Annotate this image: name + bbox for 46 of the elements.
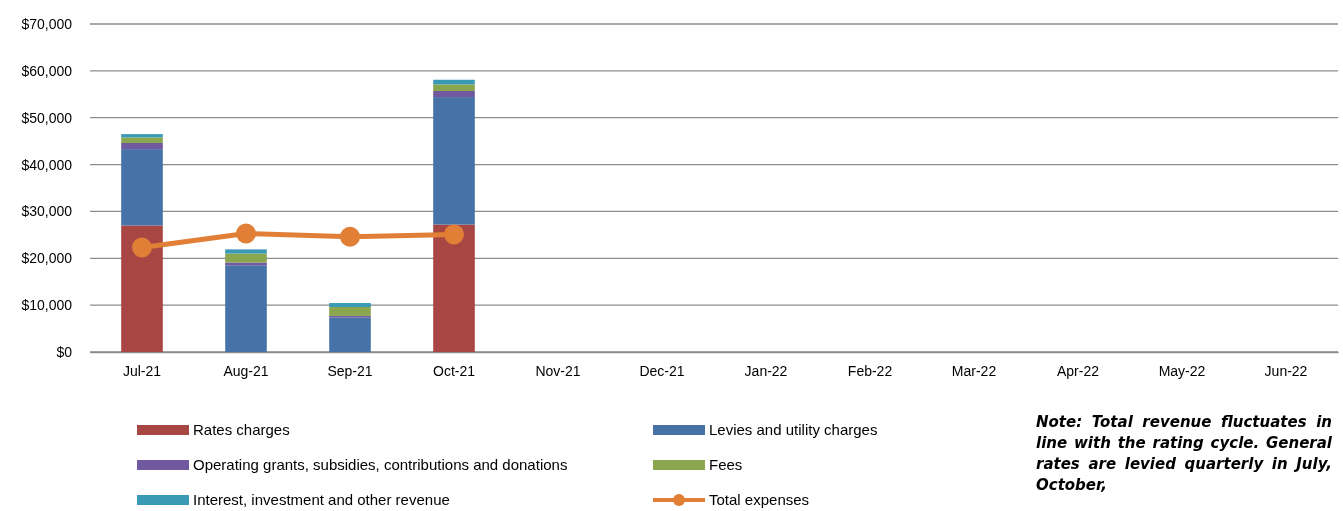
bar	[329, 317, 371, 352]
bar	[225, 253, 267, 263]
y-tick-label: $10,000	[21, 297, 73, 314]
x-tick-label: Feb-22	[847, 362, 893, 379]
bar	[121, 134, 163, 138]
point	[236, 223, 256, 244]
y-tick-label: $20,000	[21, 250, 73, 267]
legend-label: Interest, investment and other revenue	[193, 491, 450, 508]
bar	[121, 225, 163, 352]
x-tick-label: May-22	[1158, 362, 1206, 379]
bar	[433, 224, 475, 352]
legend-label: Total expenses	[709, 491, 810, 508]
x-tick-label: Apr-22	[1056, 362, 1100, 379]
bar	[433, 84, 475, 92]
text: Note: Total revenue fluctuates in line with the rating cycle. General rates are levied quarterly in July, October,	[1036, 412, 1332, 496]
x-tick-label: Jul-21	[122, 362, 162, 379]
bar	[121, 143, 163, 150]
legend-label: Rates charges	[193, 421, 290, 438]
x-tick-label: Dec-21	[639, 362, 685, 379]
bar	[433, 97, 475, 225]
point	[444, 224, 464, 245]
point	[132, 237, 152, 258]
bar	[433, 91, 475, 98]
bar	[225, 265, 267, 352]
bar	[329, 303, 371, 308]
bar	[225, 249, 267, 254]
bar	[121, 149, 163, 226]
y-tick-label: $60,000	[21, 62, 73, 79]
x-tick-label: Oct-21	[432, 362, 476, 379]
x-tick-label: Mar-22	[951, 362, 997, 379]
x-tick-label: Jan-22	[744, 362, 788, 379]
x-tick-label: Jun-22	[1264, 362, 1308, 379]
legend-label: Operating grants, subsidies, contributions and donations	[193, 456, 568, 473]
y-tick-label: $30,000	[21, 203, 73, 220]
y-tick-label: $0	[56, 343, 73, 360]
y-tick-label: $50,000	[21, 109, 73, 126]
x-tick-label: Sep-21	[327, 362, 373, 379]
y-tick-label: $70,000	[21, 15, 73, 32]
point	[340, 226, 360, 247]
legend-label: Levies and utility charges	[709, 421, 878, 438]
x-tick-label: Aug-21	[223, 362, 269, 379]
bar	[121, 137, 163, 144]
bar	[329, 307, 371, 316]
x-tick-label: Nov-21	[535, 362, 581, 379]
y-tick-label: $40,000	[21, 156, 73, 173]
legend-label: Fees	[709, 456, 743, 473]
